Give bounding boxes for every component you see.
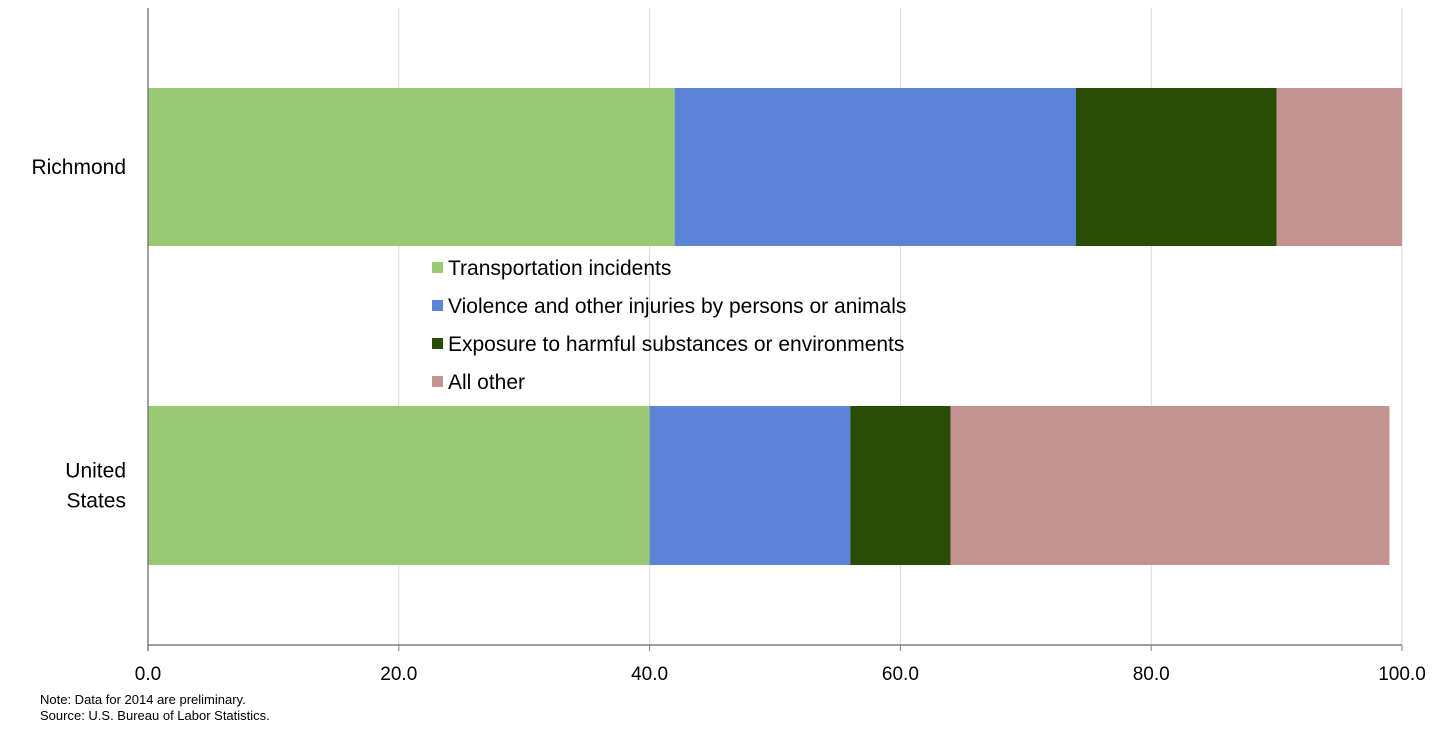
bar-segment — [148, 406, 650, 565]
bar-segment — [674, 88, 1076, 246]
stacked-bar-chart: 0.020.040.060.080.0100.0PercentRichmondU… — [31, 8, 1426, 685]
legend-label: Exposure to harmful substances or enviro… — [448, 333, 904, 356]
bar-segment — [1276, 88, 1402, 246]
x-tick-label: 0.0 — [135, 664, 161, 685]
legend-swatch — [432, 300, 443, 311]
x-tick-label: 100.0 — [1378, 664, 1426, 685]
bar-segment — [148, 88, 675, 246]
legend-swatch — [432, 262, 443, 273]
category-label: United — [65, 460, 126, 483]
category-label: States — [66, 490, 126, 513]
x-tick-label: 20.0 — [380, 664, 417, 685]
legend-label: Violence and other injuries by persons o… — [448, 295, 906, 318]
chart-note: Note: Data for 2014 are preliminary. — [40, 692, 246, 707]
legend-label: All other — [448, 371, 525, 394]
x-tick-label: 60.0 — [882, 664, 919, 685]
chart-source: Source: U.S. Bureau of Labor Statistics. — [40, 708, 270, 723]
legend-swatch — [432, 376, 443, 387]
bar-segment — [850, 406, 951, 565]
legend-swatch — [432, 338, 443, 349]
bar-segment — [1075, 88, 1277, 246]
bar-segment — [649, 406, 851, 565]
category-label: Richmond — [31, 156, 126, 179]
x-tick-label: 40.0 — [631, 664, 668, 685]
bar-segment — [950, 406, 1390, 565]
legend-label: Transportation incidents — [448, 257, 671, 280]
x-tick-label: 80.0 — [1133, 664, 1170, 685]
